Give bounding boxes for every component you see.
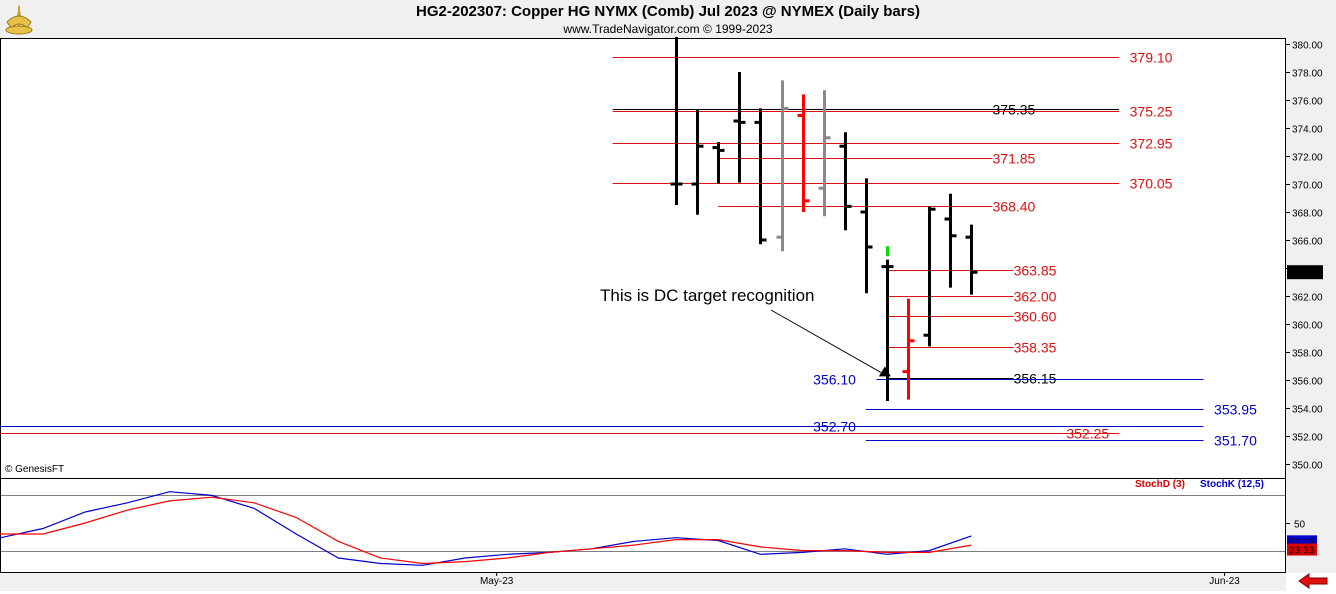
last-price-badge: [1287, 265, 1323, 280]
level-label: 375.25: [1130, 104, 1173, 120]
level-label: 363.85: [1014, 263, 1057, 279]
genesis-watermark: © GenesisFT: [5, 464, 64, 475]
level-lines: 379.10 375.35 375.25 372.95 371.85 370.05 368.…: [0, 50, 1257, 449]
stoch-d-value: 23.33: [1289, 546, 1314, 557]
level-label: 362.00: [1014, 289, 1057, 305]
price-tick-label: 362.00: [1292, 293, 1323, 304]
date-axis-band: [0, 573, 1286, 591]
level-label: 352.25: [1066, 426, 1109, 442]
level-label: 371.85: [993, 151, 1036, 167]
price-tick-label: 354.00: [1292, 405, 1323, 416]
price-bars: [670, 37, 978, 401]
stoch-k-legend: StochK (12,5): [1200, 479, 1264, 490]
level-label: 351.70: [1214, 433, 1257, 449]
price-tick-label: 356.00: [1292, 377, 1323, 388]
level-label: 356.10: [813, 372, 856, 388]
chart-title: HG2-202307: Copper HG NYMX (Comb) Jul 20…: [416, 3, 920, 20]
level-label: 353.95: [1214, 402, 1257, 418]
date-tick-label: Jun-23: [1209, 576, 1240, 587]
level-label: 370.05: [1130, 176, 1173, 192]
chart-header: HG2-202307: Copper HG NYMX (Comb) Jul 20…: [0, 0, 1336, 38]
price-plot-frame: [0, 38, 1286, 479]
price-tick-label: 360.00: [1292, 321, 1323, 332]
price-tick-label: 350.00: [1292, 461, 1323, 472]
level-label: 368.40: [993, 199, 1036, 215]
level-label: 379.10: [1130, 50, 1173, 66]
price-tick-label: 374.00: [1292, 125, 1323, 136]
stoch-series-line: [0, 496, 972, 565]
level-label: 356.15: [1014, 371, 1057, 387]
price-tick-label: 358.00: [1292, 349, 1323, 360]
price-tick-label: 372.00: [1292, 153, 1323, 164]
last-price-label: 363.70: [1289, 268, 1320, 279]
annotation-arrow-head: [878, 366, 891, 377]
date-tick-label: May-23: [480, 576, 514, 587]
stoch-d-badge: [1287, 543, 1317, 556]
level-label: 375.35: [993, 102, 1036, 118]
price-tick-label: 352.00: [1292, 433, 1323, 444]
stochastic-panel: [0, 491, 1286, 566]
axes: 350.00 352.00 354.00 356.00 358.00 360.00 362.…: [480, 41, 1323, 588]
price-tick-label: 376.00: [1292, 97, 1323, 108]
chart-subtitle: www.TradeNavigator.com © 1999-2023: [563, 22, 773, 36]
level-label: 372.95: [1130, 136, 1173, 152]
stoch-d-legend: StochD (3): [1135, 479, 1185, 490]
price-tick-label: 380.00: [1292, 41, 1323, 52]
stoch-tick-label: 50: [1294, 520, 1306, 531]
price-axis-panel: [1286, 38, 1336, 573]
level-label: 358.35: [1014, 340, 1057, 356]
price-tick-label: 378.00: [1292, 69, 1323, 80]
price-tick-label: 368.00: [1292, 209, 1323, 220]
annotation-text: This is DC target recognition: [600, 286, 814, 305]
chart-frames: [0, 38, 1286, 573]
price-tick-label: 366.00: [1292, 237, 1323, 248]
annotation-arrow-line: [770, 309, 882, 373]
scroll-left-arrow-icon[interactable]: [1297, 573, 1329, 594]
stoch-plot-frame: [0, 478, 1286, 573]
price-tick-label: 370.00: [1292, 181, 1323, 192]
level-label: 360.60: [1014, 309, 1057, 325]
stoch-series-line: [0, 491, 972, 566]
stoch-k-value: 30.05: [1289, 537, 1314, 548]
level-label: 352.70: [813, 419, 856, 435]
trade-navigator-logo: [3, 2, 35, 41]
